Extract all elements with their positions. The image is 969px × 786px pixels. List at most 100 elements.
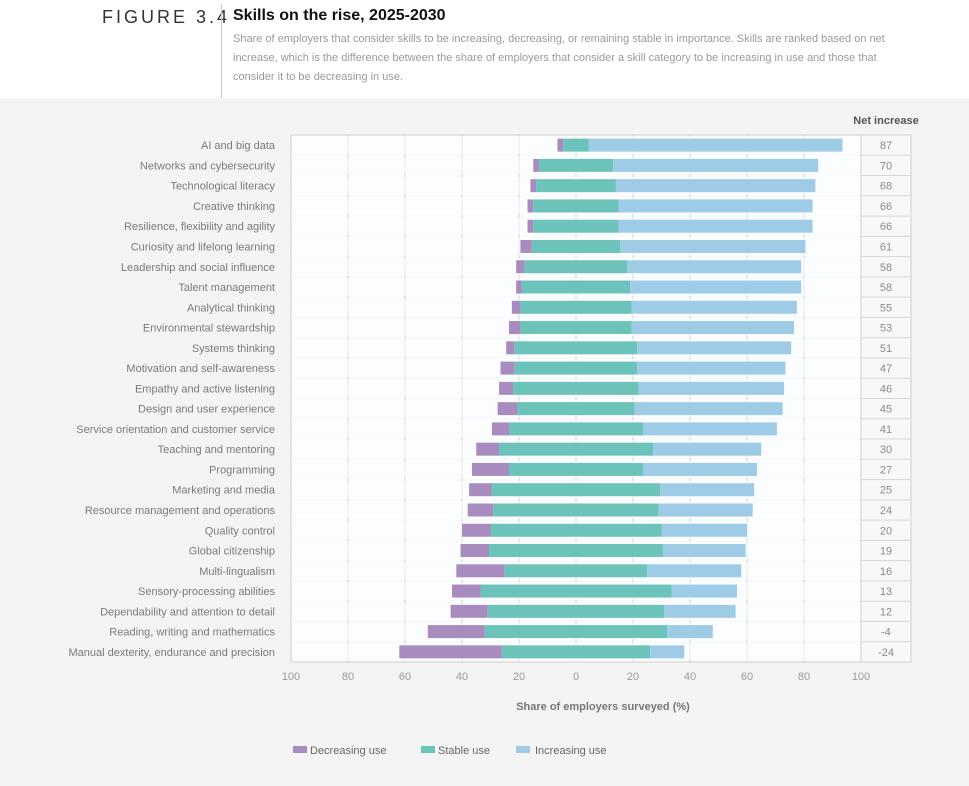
x-tick-label: 80 xyxy=(798,671,810,683)
net-increase-value: 51 xyxy=(880,343,892,355)
x-tick-label: 40 xyxy=(456,671,468,683)
bar-decreasing xyxy=(511,300,521,314)
category-label: Multi-lingualism xyxy=(199,566,275,578)
bar-decreasing xyxy=(527,219,534,233)
category-label: Programming xyxy=(209,464,275,476)
net-increase-value: 66 xyxy=(880,221,892,233)
bar-stable xyxy=(487,604,665,618)
x-tick-label: 20 xyxy=(513,671,525,683)
category-label: Environmental stewardship xyxy=(143,323,275,335)
bar-decreasing xyxy=(499,381,514,395)
x-tick-label: 60 xyxy=(399,671,411,683)
net-increase-value: 25 xyxy=(880,485,892,497)
bar-stable xyxy=(501,645,651,659)
bars xyxy=(292,136,860,661)
bar-increasing xyxy=(637,361,786,375)
bar-decreasing xyxy=(509,321,521,335)
bar-decreasing xyxy=(476,442,500,456)
bar-increasing xyxy=(618,219,813,233)
bar-increasing xyxy=(588,138,843,152)
bar-stable xyxy=(480,584,672,598)
bar-stable xyxy=(533,199,619,213)
net-increase-value: 47 xyxy=(880,363,892,375)
category-label: Creative thinking xyxy=(193,201,275,213)
bar-decreasing xyxy=(516,260,525,274)
legend-label-stable: Stable use xyxy=(438,745,490,757)
category-label: Systems thinking xyxy=(192,343,275,355)
bar-stable xyxy=(493,503,659,517)
category-label: Marketing and media xyxy=(172,485,276,497)
net-increase-value: 61 xyxy=(880,241,892,253)
bar-decreasing xyxy=(450,604,488,618)
bar-decreasing xyxy=(520,239,532,253)
category-label: Reading, writing and mathematics xyxy=(109,627,275,639)
bar-stable xyxy=(491,483,661,497)
bar-stable xyxy=(517,402,635,416)
figure-number: FIGURE 3.4 xyxy=(102,7,231,27)
net-increase-value: 53 xyxy=(880,323,892,335)
bar-stable xyxy=(509,422,643,436)
legend-label-increasing: Increasing use xyxy=(535,745,607,757)
legend-swatch-stable xyxy=(421,746,435,753)
bar-decreasing xyxy=(530,179,537,193)
x-tick-label: 0 xyxy=(573,671,579,683)
bar-increasing xyxy=(618,199,813,213)
category-label: AI and big data xyxy=(201,140,276,152)
figure-title: Skills on the rise, 2025-2030 xyxy=(233,7,446,24)
bar-increasing xyxy=(637,341,792,355)
bar-decreasing xyxy=(527,199,534,213)
x-tick-label: 40 xyxy=(684,671,696,683)
net-increase-value: 20 xyxy=(880,525,892,537)
category-label: Teaching and mentoring xyxy=(158,444,275,456)
bar-increasing xyxy=(660,483,755,497)
category-label: Dependability and attention to detail xyxy=(100,606,275,618)
bar-increasing xyxy=(638,381,785,395)
bar-decreasing xyxy=(491,422,510,436)
category-label: Analytical thinking xyxy=(187,302,275,314)
category-label: Quality control xyxy=(205,525,275,537)
bar-decreasing xyxy=(399,645,502,659)
x-tick-label: 100 xyxy=(282,671,300,683)
net-increase-value: 27 xyxy=(880,464,892,476)
header-divider xyxy=(221,4,222,98)
net-increase-value: 24 xyxy=(880,505,892,517)
bar-increasing xyxy=(630,280,802,294)
net-increase-value: -4 xyxy=(881,627,891,639)
net-increase-value: 13 xyxy=(880,586,892,598)
net-increase-column: 87 70 68 66 66 61 58 58 55 53 51 47 46 45 41 30 27 25 24 20… xyxy=(861,140,911,659)
bar-decreasing xyxy=(533,158,539,172)
legend-label-decreasing: Decreasing use xyxy=(310,745,386,757)
bar-decreasing xyxy=(460,544,490,558)
bar-stable xyxy=(536,179,616,193)
bar-decreasing xyxy=(557,138,564,152)
category-label: Global citizenship xyxy=(189,546,275,558)
bar-increasing xyxy=(615,179,816,193)
net-increase-value: 46 xyxy=(880,383,892,395)
category-label: Talent management xyxy=(178,282,275,294)
net-increase-value: 87 xyxy=(880,140,892,152)
category-label: Curiosity and lifelong learning xyxy=(131,241,275,253)
bar-stable xyxy=(563,138,589,152)
net-increase-value: 55 xyxy=(880,302,892,314)
category-label: Resource management and operations xyxy=(85,505,276,517)
bar-stable xyxy=(520,300,632,314)
bar-decreasing xyxy=(497,402,518,416)
net-increase-value: 41 xyxy=(880,424,892,436)
bar-stable xyxy=(499,442,653,456)
category-label: Manual dexterity, endurance and precisio… xyxy=(69,647,275,659)
category-label: Motivation and self-awareness xyxy=(126,363,275,375)
legend: Decreasing use Stable use Increasing use xyxy=(293,745,607,757)
bar-decreasing xyxy=(469,483,492,497)
category-label: Networks and cybersecurity xyxy=(140,160,276,172)
bar-increasing xyxy=(667,625,713,639)
bar-increasing xyxy=(650,645,685,659)
x-axis-title: Share of employers surveyed (%) xyxy=(516,701,690,713)
net-increase-value: -24 xyxy=(878,647,894,659)
net-increase-value: 45 xyxy=(880,404,892,416)
net-increase-value: 12 xyxy=(880,606,892,618)
bar-increasing xyxy=(658,503,753,517)
bar-stable xyxy=(504,564,648,578)
x-axis-ticks: 100 80 60 40 20 0 20 40 60 80 100 xyxy=(282,671,870,683)
bar-stable xyxy=(538,158,614,172)
